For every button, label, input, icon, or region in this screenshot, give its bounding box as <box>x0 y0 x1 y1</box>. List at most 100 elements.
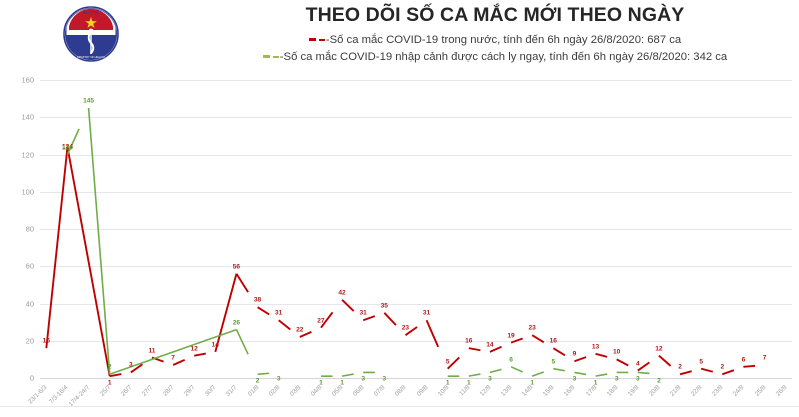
series-segment <box>109 371 131 378</box>
data-point-label: 1 <box>445 379 450 387</box>
gridline <box>40 266 792 268</box>
data-point-label: 12 <box>655 345 663 353</box>
series-segment <box>320 299 343 329</box>
gridline <box>40 191 792 193</box>
series-segment <box>341 299 364 321</box>
data-point-label: 35 <box>380 302 388 310</box>
data-point-label: 120 <box>61 144 73 151</box>
data-point-label: 11 <box>148 347 156 354</box>
series-segment <box>743 364 765 368</box>
series-segment <box>235 273 259 308</box>
series-segment <box>66 146 111 377</box>
data-point-label: 5 <box>699 358 703 366</box>
data-point-label: 14 <box>211 341 219 349</box>
data-point-label: 9 <box>572 350 577 358</box>
data-point-label: 3 <box>635 375 640 383</box>
data-point-label: 2 <box>107 363 112 371</box>
series-segment <box>510 334 533 344</box>
y-axis-tick: 40 <box>25 299 34 308</box>
series-segment <box>531 367 554 377</box>
data-point-label: 1 <box>319 379 323 387</box>
chart-plot-area: 0 20 40 60 80 100 120 140 160 16 124 1 3 11 7 12 14 56 38… <box>0 68 799 412</box>
footer-divider <box>0 406 799 407</box>
data-point-label: 5 <box>551 358 556 366</box>
y-axis-tick: 160 <box>21 75 34 85</box>
series-segment <box>404 319 428 336</box>
data-point-label: 4 <box>635 360 640 368</box>
svg-text:MINISTRY OF HEALTH: MINISTRY OF HEALTH <box>77 55 105 59</box>
series-segment <box>721 365 744 376</box>
series-segment <box>637 371 659 376</box>
data-point-label: 31 <box>422 309 431 317</box>
series-segment <box>552 347 575 363</box>
series-segment <box>257 371 279 376</box>
series-segment <box>278 319 301 338</box>
page-title: THEO DÕI SỐ CA MẮC MỚI THEO NGÀY <box>305 4 685 26</box>
legend-item-domestic: -Số ca mắc COVID-19 trong nước, tính đến… <box>200 31 790 48</box>
y-axis-tick: 80 <box>25 224 34 234</box>
legend-dash-icon-imported <box>272 55 279 58</box>
data-point-label: 19 <box>507 332 515 340</box>
series-segment <box>553 367 575 374</box>
series-segment <box>45 146 69 349</box>
data-point-label: 1 <box>466 379 471 387</box>
data-point-label: 31 <box>359 309 367 317</box>
series-segment <box>109 328 237 376</box>
series-segment <box>362 311 385 322</box>
data-point-label: 2 <box>678 363 682 371</box>
series-segment <box>595 352 617 361</box>
series-segment <box>531 334 554 350</box>
data-point-label: 2 <box>720 363 725 371</box>
data-point-label: 42 <box>338 289 346 297</box>
series-segment <box>489 366 512 374</box>
legend-dash-icon-domestic <box>318 38 325 41</box>
y-axis: 0 20 40 60 80 100 120 140 160 <box>0 68 40 383</box>
series-segment <box>658 354 681 375</box>
series-segment <box>425 319 449 370</box>
data-point-label: 12 <box>190 345 198 353</box>
data-point-label: 23 <box>401 324 410 332</box>
legend: -Số ca mắc COVID-19 trong nước, tính đến… <box>200 31 790 65</box>
data-point-label: 2 <box>657 377 661 385</box>
series-segment <box>489 341 512 353</box>
data-point-label: 5 <box>445 358 450 366</box>
data-point-label: 56 <box>232 263 241 271</box>
legend-marker-icon-domestic <box>308 38 316 41</box>
gridline <box>40 154 792 156</box>
data-point-label: 3 <box>361 375 366 383</box>
data-point-label: 10 <box>613 348 621 356</box>
data-point-label: 1 <box>593 379 598 387</box>
data-point-label: 27 <box>317 317 325 325</box>
data-point-label: 3 <box>128 361 133 369</box>
data-point-label: 3 <box>572 375 577 383</box>
data-point-label: 7 <box>171 354 175 362</box>
data-point-label: 3 <box>276 375 281 383</box>
data-point-label: 13 <box>591 343 600 351</box>
y-axis-tick: 20 <box>25 336 34 346</box>
legend-label-imported: -Số ca mắc COVID-19 nhập cảnh được cách … <box>279 50 728 63</box>
series-segment <box>257 306 280 322</box>
data-point-label: 16 <box>549 337 557 345</box>
series-segment <box>574 371 596 377</box>
data-point-label: 23 <box>528 324 536 332</box>
data-point-label: 6 <box>509 356 513 364</box>
y-axis-tick: 140 <box>21 112 34 122</box>
gridline <box>40 117 792 119</box>
series-segment <box>194 350 216 357</box>
data-point-label: 3 <box>488 375 492 383</box>
series-segment <box>468 371 491 377</box>
gridline <box>40 303 792 305</box>
series-lines <box>45 107 765 378</box>
legend-label-domestic: -Số ca mắc COVID-19 trong nước, tính đến… <box>325 33 682 46</box>
series-segment <box>595 371 617 377</box>
data-point-label: 6 <box>741 356 746 364</box>
series-segment <box>700 367 723 376</box>
series-segment <box>130 356 153 374</box>
series-segment <box>679 367 702 376</box>
data-point-label: 2 <box>255 377 260 385</box>
legend-marker-icon-imported <box>262 55 270 58</box>
series-segment <box>574 352 596 363</box>
data-point-label: 3 <box>382 375 387 383</box>
data-point-label: 22 <box>296 326 304 334</box>
